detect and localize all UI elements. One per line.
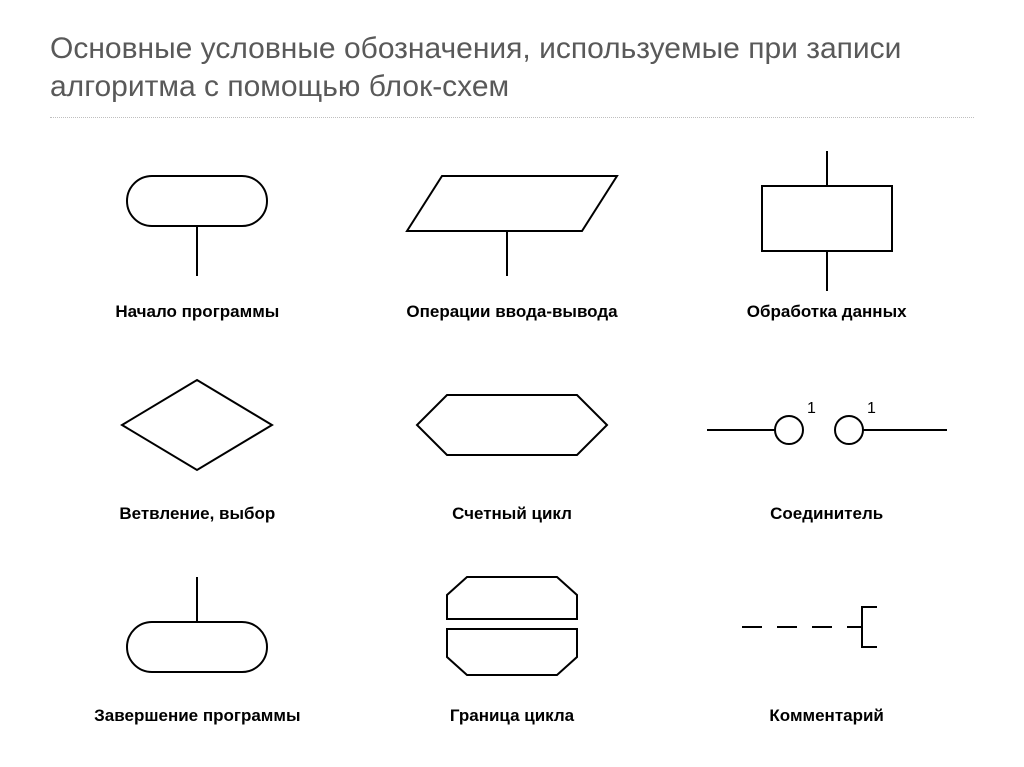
connector-label-1: 1 bbox=[807, 400, 816, 417]
symbol-loop-bound: Граница цикла bbox=[365, 554, 660, 726]
symbol-label: Ветвление, выбор bbox=[119, 504, 275, 524]
symbol-process: Обработка данных bbox=[679, 146, 974, 322]
symbol-label: Счетный цикл bbox=[452, 504, 572, 524]
diamond-icon bbox=[107, 365, 287, 485]
symbol-label: Обработка данных bbox=[747, 302, 907, 322]
symbol-label: Начало программы bbox=[115, 302, 279, 322]
symbol-decision: Ветвление, выбор bbox=[50, 352, 345, 524]
page-title: Основные условные обозначения, используе… bbox=[50, 30, 974, 118]
symbol-comment: Комментарий bbox=[679, 554, 974, 726]
connector-pair-icon: 1 1 bbox=[697, 380, 957, 470]
terminator-down-icon bbox=[107, 156, 287, 286]
symbol-io: Операции ввода-вывода bbox=[365, 146, 660, 322]
symbol-end: Завершение программы bbox=[50, 554, 345, 726]
comment-icon bbox=[717, 587, 937, 667]
symbol-connector: 1 1 Соединитель bbox=[679, 352, 974, 524]
symbol-label: Завершение программы bbox=[94, 706, 300, 726]
terminator-up-icon bbox=[107, 567, 287, 687]
symbol-label: Операции ввода-вывода bbox=[406, 302, 617, 322]
parallelogram-down-icon bbox=[392, 156, 632, 286]
symbols-grid: Начало программы Операции ввода-вывода О… bbox=[50, 146, 974, 726]
symbol-start: Начало программы bbox=[50, 146, 345, 322]
symbol-counted-loop: Счетный цикл bbox=[365, 352, 660, 524]
connector-label-2: 1 bbox=[867, 400, 876, 417]
symbol-label: Соединитель bbox=[770, 504, 883, 524]
rectangle-through-icon bbox=[737, 146, 917, 296]
loop-bounds-icon bbox=[427, 567, 597, 687]
symbol-label: Комментарий bbox=[769, 706, 883, 726]
symbol-label: Граница цикла bbox=[450, 706, 574, 726]
hexagon-icon bbox=[402, 375, 622, 475]
